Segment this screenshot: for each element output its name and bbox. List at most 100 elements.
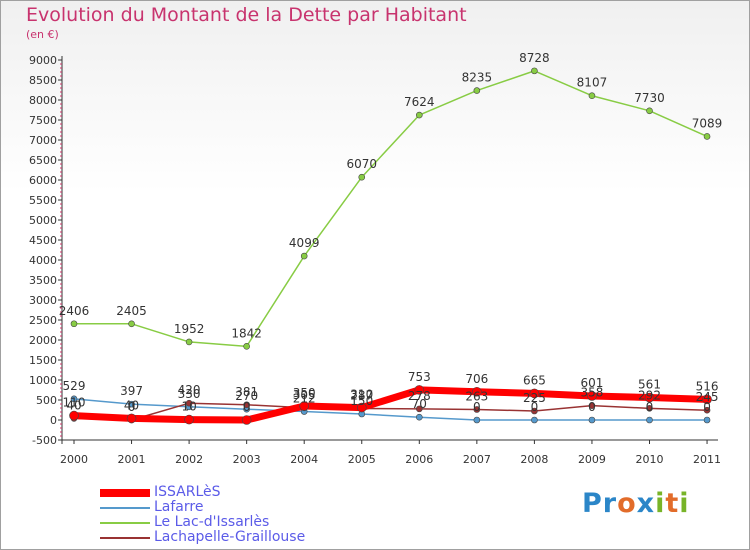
x-tick-label: 2008 <box>520 453 548 466</box>
data-label: 1952 <box>174 322 205 336</box>
legend-label: Le Lac-d'Issarlès <box>154 514 270 530</box>
data-point <box>300 252 308 260</box>
y-tick-label: 9000 <box>29 54 57 67</box>
data-label: 0 <box>128 400 136 414</box>
data-label: 2406 <box>59 304 90 318</box>
y-tick-label: 1000 <box>29 374 57 387</box>
x-tick-label: 2009 <box>578 453 606 466</box>
data-point <box>415 413 423 421</box>
data-point <box>241 415 252 425</box>
data-point <box>184 414 194 425</box>
data-label: 7089 <box>692 116 723 130</box>
data-label: 0 <box>243 400 251 414</box>
x-tick-label: 2005 <box>348 453 376 466</box>
data-label: 278 <box>408 389 431 403</box>
data-label: 245 <box>696 390 719 404</box>
data-point <box>646 405 653 412</box>
y-tick-label: 7500 <box>29 114 57 127</box>
data-point <box>473 406 481 413</box>
data-label: 350 <box>293 386 316 400</box>
data-label: 8235 <box>462 71 493 85</box>
chart-title: Evolution du Montant de la Dette par Hab… <box>26 4 467 26</box>
data-point <box>128 320 135 328</box>
data-point <box>299 401 310 411</box>
y-tick-label: 8000 <box>29 94 57 107</box>
y-tick-label: 1500 <box>29 354 57 367</box>
data-point <box>702 394 712 405</box>
data-label: 381 <box>235 385 258 399</box>
data-point <box>531 407 538 415</box>
data-point <box>185 399 193 407</box>
y-tick-label: 6500 <box>29 154 57 167</box>
y-tick-label: 4500 <box>29 234 57 247</box>
x-tick-label: 2001 <box>118 453 146 466</box>
data-point <box>415 405 423 413</box>
chart-subtitle: (en €) <box>26 28 59 41</box>
data-label: 40 <box>66 398 81 412</box>
data-label: 270 <box>235 389 258 403</box>
y-tick-label: 5000 <box>29 214 57 227</box>
data-point <box>588 92 596 100</box>
data-point <box>356 402 367 413</box>
data-label: 305 <box>293 388 316 402</box>
data-point <box>646 416 653 424</box>
data-point <box>126 413 137 424</box>
data-label: 263 <box>465 389 488 403</box>
data-point <box>644 392 655 403</box>
data-point <box>703 406 711 414</box>
data-label: 561 <box>638 378 661 392</box>
data-point <box>531 67 538 75</box>
data-label: 0 <box>531 400 539 414</box>
legend-swatch <box>100 507 150 509</box>
x-tick-label: 2006 <box>405 453 433 466</box>
data-label: 516 <box>696 379 719 393</box>
y-tick-label: 0 <box>50 414 57 427</box>
data-point <box>70 395 78 403</box>
data-label: 753 <box>408 370 431 384</box>
data-label: 8107 <box>577 76 608 90</box>
y-tick-label: 2500 <box>29 314 57 327</box>
data-point <box>588 416 596 424</box>
data-label: 4099 <box>289 236 320 250</box>
x-tick-label: 2000 <box>60 453 88 466</box>
data-point <box>472 386 482 397</box>
data-label: 358 <box>580 386 603 400</box>
y-tick-label: 3000 <box>29 294 57 307</box>
y-tick-label: 5500 <box>29 194 57 207</box>
data-label: 212 <box>293 392 316 406</box>
data-label: 8728 <box>519 51 550 65</box>
data-point <box>415 111 423 119</box>
data-label: 665 <box>523 373 546 387</box>
y-tick-label: -500 <box>32 434 57 447</box>
data-label: 397 <box>120 384 143 398</box>
series-line <box>73 402 708 421</box>
legend-label: Lachapelle-Graillouse <box>154 529 306 545</box>
series-line <box>73 70 708 348</box>
data-label: 0 <box>473 400 481 414</box>
data-point <box>588 402 596 409</box>
data-label: 601 <box>580 376 603 390</box>
series-line <box>70 386 711 424</box>
legend-label: ISSARLèS <box>154 484 221 500</box>
data-point <box>358 173 366 181</box>
x-tick-label: 2004 <box>290 453 318 466</box>
data-point <box>243 343 250 350</box>
data-label: 10 <box>181 400 196 414</box>
data-point <box>646 107 653 115</box>
x-tick-label: 2003 <box>233 453 261 466</box>
data-point <box>703 133 711 140</box>
data-label: 225 <box>523 391 546 405</box>
data-label: 0 <box>588 400 596 414</box>
data-point <box>587 391 597 401</box>
data-label: 0 <box>703 400 711 414</box>
data-point <box>529 388 540 399</box>
x-tick-label: 2010 <box>636 453 664 466</box>
y-tick-label: 6000 <box>29 174 57 187</box>
data-point <box>473 87 481 94</box>
y-tick-label: 7000 <box>29 134 57 147</box>
data-label: 287 <box>350 389 373 403</box>
data-point <box>414 385 425 395</box>
data-point <box>473 416 481 424</box>
data-point <box>703 416 711 424</box>
